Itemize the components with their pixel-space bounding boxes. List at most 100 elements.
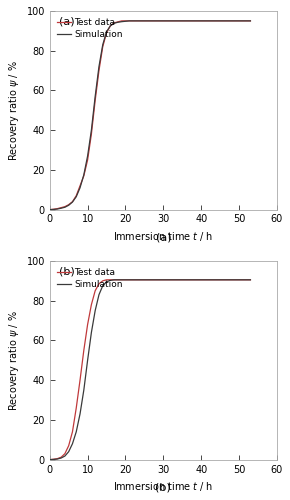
Simulation [52, 456, 55, 462]
Test data [63, 450, 67, 456]
Simulation [108, 278, 112, 283]
Test data [128, 18, 131, 24]
Simulation [48, 456, 52, 462]
Test data [143, 277, 146, 283]
Simulation [200, 18, 203, 24]
Test data [82, 348, 86, 354]
Simulation [237, 18, 241, 24]
Test data [249, 277, 252, 283]
Simulation [86, 358, 89, 364]
Simulation [143, 18, 146, 24]
Simulation [82, 387, 86, 393]
Test data [120, 277, 124, 283]
Simulation [131, 18, 135, 24]
Simulation [59, 205, 63, 211]
Simulation [56, 456, 59, 462]
Simulation [237, 277, 241, 283]
Test data [90, 302, 93, 308]
Simulation [97, 292, 101, 298]
Test data [86, 157, 89, 163]
Test data [97, 281, 101, 287]
Test data [56, 206, 59, 212]
Simulation [67, 448, 70, 454]
Test data [86, 322, 89, 328]
Simulation [249, 18, 252, 24]
Test data [124, 277, 127, 283]
Test data [181, 18, 184, 24]
Test data [105, 30, 108, 36]
Test data [59, 454, 63, 460]
Simulation [112, 277, 116, 283]
Simulation [120, 18, 124, 24]
Line: Simulation: Simulation [50, 280, 251, 460]
Test data [124, 18, 127, 24]
Simulation [162, 18, 165, 24]
Simulation [71, 440, 74, 446]
Test data [78, 183, 82, 189]
Test data [52, 456, 55, 462]
Simulation [108, 23, 112, 29]
Test data [90, 131, 93, 137]
Test data [93, 98, 97, 103]
Test data [105, 277, 108, 283]
Test data [135, 18, 139, 24]
Test data [101, 44, 104, 50]
Test data [59, 204, 63, 210]
Simulation [78, 185, 82, 191]
Text: (b): (b) [59, 267, 75, 277]
Test data [71, 198, 74, 204]
Simulation [82, 172, 86, 178]
Simulation [249, 277, 252, 283]
Simulation [71, 199, 74, 205]
Text: (a): (a) [59, 17, 75, 27]
Test data [218, 277, 222, 283]
Test data [63, 204, 67, 210]
Test data [150, 18, 154, 24]
Simulation [90, 127, 93, 133]
Simulation [78, 411, 82, 417]
Y-axis label: Recovery ratio $\psi$ / %: Recovery ratio $\psi$ / % [7, 60, 21, 160]
Simulation [116, 277, 120, 283]
Simulation [218, 18, 222, 24]
Test data [120, 18, 124, 24]
Y-axis label: Recovery ratio $\psi$ / %: Recovery ratio $\psi$ / % [7, 310, 21, 410]
Test data [48, 456, 52, 462]
Simulation [63, 204, 67, 210]
Test data [82, 173, 86, 179]
X-axis label: Immersion time $t$ / h: Immersion time $t$ / h [113, 480, 213, 493]
Simulation [75, 429, 78, 435]
Test data [200, 277, 203, 283]
Text: (a): (a) [155, 232, 171, 242]
Simulation [218, 277, 222, 283]
Simulation [116, 20, 120, 26]
Test data [237, 277, 241, 283]
Test data [101, 278, 104, 284]
Test data [75, 192, 78, 198]
Simulation [97, 64, 101, 70]
Simulation [48, 206, 52, 212]
Line: Simulation: Simulation [50, 21, 251, 210]
Test data [67, 202, 70, 207]
Test data [108, 277, 112, 283]
Test data [108, 23, 112, 29]
Test data [162, 277, 165, 283]
Simulation [112, 20, 116, 26]
Legend: Test data, Simulation: Test data, Simulation [54, 16, 125, 42]
Simulation [59, 455, 63, 461]
Simulation [63, 453, 67, 459]
Test data [139, 18, 142, 24]
Line: Test data: Test data [50, 21, 251, 210]
Test data [116, 19, 120, 25]
X-axis label: Immersion time $t$ / h: Immersion time $t$ / h [113, 230, 213, 243]
Simulation [162, 277, 165, 283]
Test data [143, 18, 146, 24]
Test data [112, 277, 116, 283]
Simulation [181, 277, 184, 283]
Simulation [143, 277, 146, 283]
Line: Test data: Test data [50, 280, 251, 460]
Simulation [75, 194, 78, 200]
Test data [52, 206, 55, 212]
Simulation [93, 94, 97, 100]
Simulation [56, 206, 59, 212]
Simulation [124, 18, 127, 24]
